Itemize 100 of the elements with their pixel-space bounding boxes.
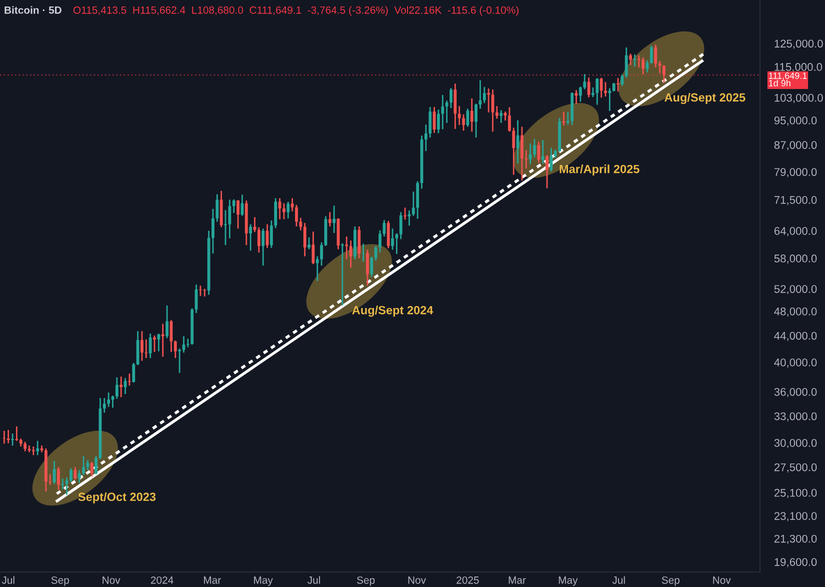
candlestick [587,76,590,98]
candlestick [604,81,607,98]
candlestick [345,236,348,260]
candlestick [203,288,206,298]
candlestick [166,304,168,339]
candlestick [528,142,532,165]
candlestick [170,319,173,353]
candlestick [216,194,219,222]
candlestick [378,230,382,254]
candlestick [374,245,378,262]
candlestick [458,105,461,126]
candlestick [596,78,599,106]
y-tick-label: 58,000.0 [774,254,817,264]
candlestick [6,429,10,444]
candlestick [408,210,411,226]
candlestick [642,56,645,75]
candlestick [82,455,85,476]
candlestick [15,426,18,442]
candlestick [94,455,98,475]
candlestick [537,140,540,164]
chart-title: Bitcoin · 5D [4,6,62,14]
candlestick [637,54,640,68]
candlestick [107,392,110,408]
candlestick [282,202,286,220]
candlestick [441,94,444,130]
candlestick [212,208,214,254]
candlestick [198,284,202,297]
candlestick [512,126,516,176]
y-tick-label: 44,000.0 [774,332,817,342]
candlestick [78,469,81,484]
candlestick [153,334,156,353]
y-tick-label: 64,000.0 [774,227,817,236]
candlestick [144,338,148,359]
candlestick [404,206,407,220]
candlestick [500,109,503,124]
candlestick [303,222,306,258]
y-tick-label: 25,100.0 [774,488,817,498]
candlestick [24,441,27,452]
candlestick [316,256,319,282]
candlestick [148,332,152,359]
candlestick [236,199,240,230]
y-tick-label: 103,000.0 [774,94,823,104]
candlestick [662,64,666,84]
candlestick [578,86,582,102]
candlestick [11,432,14,446]
x-tick-label: Jul [612,576,625,584]
y-tick-label: 52,000.0 [774,285,817,294]
candlestick [546,154,548,189]
candlestick [541,139,544,164]
candlestick [399,211,402,240]
candlestick [132,362,136,384]
candlestick [86,459,90,471]
candlestick [115,376,118,400]
candlestick [583,73,586,90]
annotation: Sept/Oct 2023 [78,492,156,504]
y-tick-label: 40,000.0 [774,358,817,368]
candlestick [428,106,432,138]
x-tick-label: Mar [204,576,221,584]
x-tick-label: Mar [508,576,526,584]
candlestick [102,397,106,414]
candlestick [228,199,232,239]
candlestick [474,102,478,138]
candlestick [533,138,536,158]
y-tick-label: 87,000.0 [774,141,817,150]
candlestick [70,467,72,482]
candlestick [470,98,474,132]
candlestick [320,242,323,266]
candlestick [362,243,365,262]
candlestick [140,330,144,362]
candlestick [608,88,612,112]
candlestick [2,430,6,444]
candlestick [312,230,315,265]
candlestick [629,53,632,66]
candlestick [658,60,662,74]
text: O115,413.5 H115,662.4 L108,680.0 C111,649.1 -3,764.5 (-3.26%) Vol22.16K -115.6 (-0.10%) [73,6,518,16]
candlestick [32,446,35,456]
x-tick-label: Sep [662,576,680,586]
y-tick-label: 95,000.0 [774,116,817,126]
candlestick [412,190,415,217]
candlestick [620,74,624,87]
candlestick [249,224,252,252]
candlestick [524,150,528,170]
candlestick [633,54,636,68]
candlestick [654,44,658,68]
annotation: Aug/Sept 2025 [664,92,746,104]
candlestick [386,220,390,250]
candlestick [48,474,52,486]
candlestick [157,332,160,352]
candlestick [487,88,490,114]
candlestick [382,219,386,238]
candlestick [128,372,131,386]
annotation: Mar/April 2025 [560,164,640,176]
candlestick [257,226,260,254]
y-tick-label: 27,500.0 [774,463,817,473]
x-tick-label: May [558,576,578,586]
candlestick [462,114,465,132]
candlestick [295,204,298,228]
candlestick [174,340,177,359]
x-tick-label: Jul [308,576,320,584]
candlestick [370,256,374,278]
